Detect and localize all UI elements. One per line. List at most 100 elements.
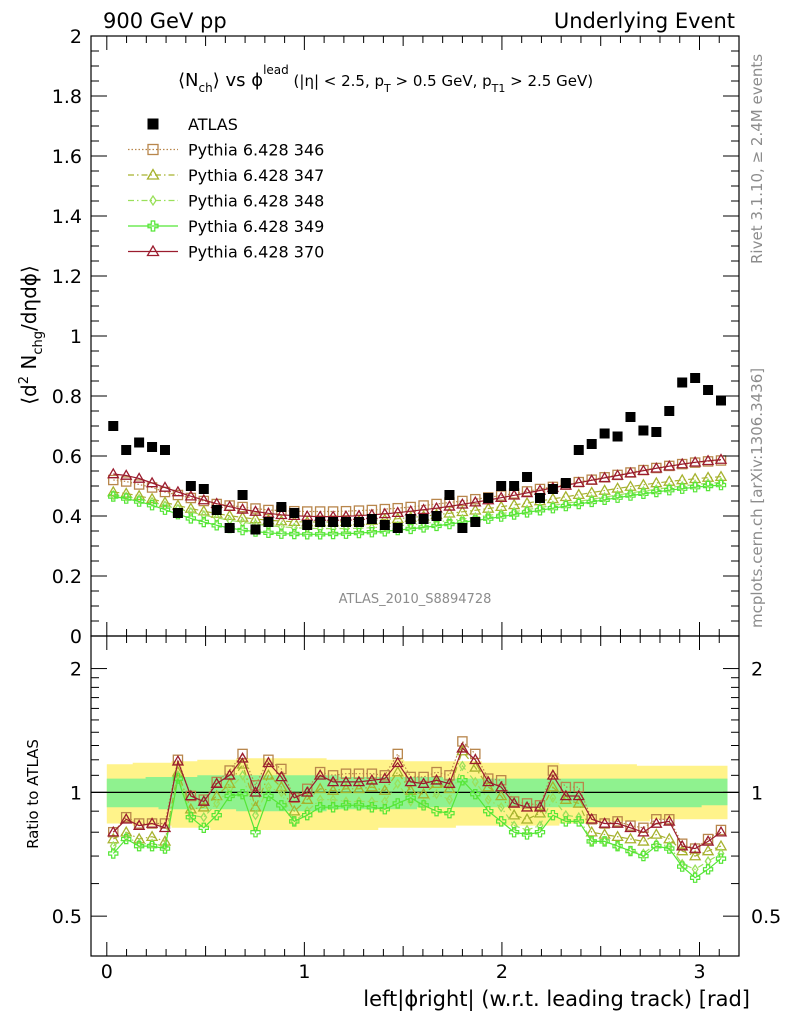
legend-entry-pythia-6-428-349: Pythia 6.428 349 <box>128 217 324 236</box>
main-point-atlas <box>690 373 701 383</box>
main-point-atlas <box>405 514 416 524</box>
ratio-point-pythia-6-428-370 <box>443 777 456 788</box>
main-point-pythia-6-428-349 <box>483 513 494 524</box>
main-point-pythia-6-428-370 <box>494 491 508 503</box>
ratio-point-pythia-6-428-370 <box>326 775 340 787</box>
main-point-pythia-6-428-349 <box>534 505 546 516</box>
title-cuts-sub2: T1 <box>491 82 506 95</box>
main-point-pythia-6-428-347 <box>184 502 198 513</box>
ratio-point-pythia-6-428-346 <box>702 833 714 845</box>
main-point-pythia-6-428-349 <box>121 493 132 504</box>
ratio-point-pythia-6-428-370 <box>378 772 392 783</box>
main-point-pythia-6-428-349 <box>263 527 274 539</box>
ratio-point-pythia-6-428-346 <box>263 754 274 766</box>
ratio-point-pythia-6-428-348 <box>432 788 441 800</box>
main-point-atlas <box>651 427 662 437</box>
ratio-point-pythia-6-428-370 <box>249 785 262 797</box>
ratio-point-pythia-6-428-349 <box>108 848 119 859</box>
legend-entry-pythia-6-428-348: Pythia 6.428 348 <box>128 192 324 211</box>
main-point-atlas <box>638 425 649 436</box>
main-point-pythia-6-428-349 <box>366 526 378 538</box>
main-point-pythia-6-428-348 <box>316 523 324 534</box>
ratio-point-pythia-6-428-370 <box>611 817 624 828</box>
ratio-point-pythia-6-428-349 <box>715 853 727 864</box>
main-point-pythia-6-428-370 <box>611 469 624 480</box>
ratio-point-pythia-6-428-349 <box>547 809 559 821</box>
main-point-atlas <box>328 517 339 527</box>
legend-label: ATLAS <box>188 115 238 134</box>
main-point-pythia-6-428-349 <box>185 513 197 524</box>
main-point-pythia-6-428-370 <box>223 500 236 512</box>
main-point-pythia-6-428-348 <box>200 509 208 521</box>
main-point-pythia-6-428-370 <box>443 500 456 511</box>
main-point-atlas <box>586 439 597 449</box>
ratio-point-pythia-6-428-370 <box>339 775 353 787</box>
ylabel-part-c: /dηdϕ⟩ <box>17 265 41 331</box>
ratio-point-pythia-6-428-349 <box>353 800 365 811</box>
ratio-point-pythia-6-428-347 <box>507 808 521 820</box>
ratio-point-pythia-6-428-349 <box>250 827 261 838</box>
main-point-pythia-6-428-370 <box>171 485 185 497</box>
main-point-pythia-6-428-347 <box>120 487 133 498</box>
x-tick-label: 1 <box>298 961 310 983</box>
main-point-pythia-6-428-370 <box>107 467 120 479</box>
ylabel-subscript: chg <box>31 331 46 355</box>
ratio-point-pythia-6-428-348 <box>510 820 518 831</box>
main-point-pythia-6-428-349 <box>108 491 119 502</box>
main-point-pythia-6-428-370 <box>197 493 210 505</box>
main-point-pythia-6-428-349 <box>198 516 209 528</box>
main-point-pythia-6-428-347 <box>236 511 249 522</box>
main-point-pythia-6-428-349 <box>521 507 533 518</box>
ratio-point-pythia-6-428-370 <box>585 812 598 824</box>
ratio-point-pythia-6-428-346 <box>431 766 442 778</box>
ratio-point-pythia-6-428-347 <box>701 844 715 856</box>
ratio-point-pythia-6-428-349 <box>289 816 300 827</box>
ratio-point-pythia-6-428-347 <box>533 806 547 818</box>
main-point-atlas <box>211 505 222 515</box>
main-point-pythia-6-428-349 <box>444 518 455 530</box>
title-cuts-a: (|η| < 2.5, p <box>289 72 384 90</box>
title-lead-sup: lead <box>263 63 289 77</box>
main-point-pythia-6-428-349 <box>418 522 429 533</box>
ratio-point-pythia-6-428-346 <box>353 768 365 779</box>
ratio-point-pythia-6-428-370 <box>275 770 288 782</box>
ratio-y-tick-label: 1 <box>70 782 82 804</box>
main-point-pythia-6-428-347 <box>288 515 301 527</box>
ratio-point-pythia-6-428-347 <box>313 782 327 794</box>
main-point-pythia-6-428-349 <box>133 496 145 507</box>
main-y-axis-label: ⟨d2 Nchg/dηdϕ⟩ <box>17 265 46 405</box>
ratio-point-pythia-6-428-370 <box>572 789 585 801</box>
main-point-pythia-6-428-370 <box>598 471 611 483</box>
title-cuts-sub1: T <box>383 82 391 95</box>
main-point-pythia-6-428-347 <box>546 492 560 504</box>
main-point-pythia-6-428-370 <box>262 506 275 518</box>
ratio-point-pythia-6-428-349 <box>431 805 442 817</box>
main-point-pythia-6-428-347 <box>197 504 210 516</box>
main-point-pythia-6-428-370 <box>145 476 159 488</box>
main-point-pythia-6-428-370 <box>391 506 404 518</box>
ratio-point-pythia-6-428-349 <box>185 812 197 823</box>
ratio-point-pythia-6-428-348 <box>549 792 557 804</box>
main-y-tick-label: 0.4 <box>52 506 82 528</box>
ratio-point-pythia-6-428-370 <box>546 768 560 780</box>
main-point-pythia-6-428-370 <box>456 497 469 509</box>
main-point-pythia-6-428-349 <box>314 529 326 540</box>
ratio-point-pythia-6-428-348 <box>471 776 479 788</box>
main-point-pythia-6-428-346 <box>108 474 119 486</box>
ratio-point-pythia-6-428-348 <box>109 840 117 852</box>
main-point-atlas <box>677 377 688 388</box>
ratio-point-pythia-6-428-370 <box>223 768 236 780</box>
main-point-atlas <box>108 421 119 431</box>
plot-title: ⟨Nch⟩ vs ϕlead (|η| < 2.5, pT > 0.5 GeV,… <box>178 63 593 95</box>
ratio-point-pythia-6-428-349 <box>405 792 416 803</box>
main-point-atlas <box>302 520 313 530</box>
main-point-pythia-6-428-349 <box>599 494 610 505</box>
ratio-point-pythia-6-428-370 <box>120 812 133 824</box>
main-point-pythia-6-428-349 <box>586 496 597 508</box>
legend-label: Pythia 6.428 349 <box>188 217 324 236</box>
ratio-point-pythia-6-428-370 <box>701 835 715 846</box>
ratio-point-pythia-6-428-349 <box>302 809 313 821</box>
main-point-pythia-6-428-349 <box>625 490 636 501</box>
main-point-atlas <box>250 524 261 535</box>
ratio-point-pythia-6-428-348 <box>226 783 234 795</box>
